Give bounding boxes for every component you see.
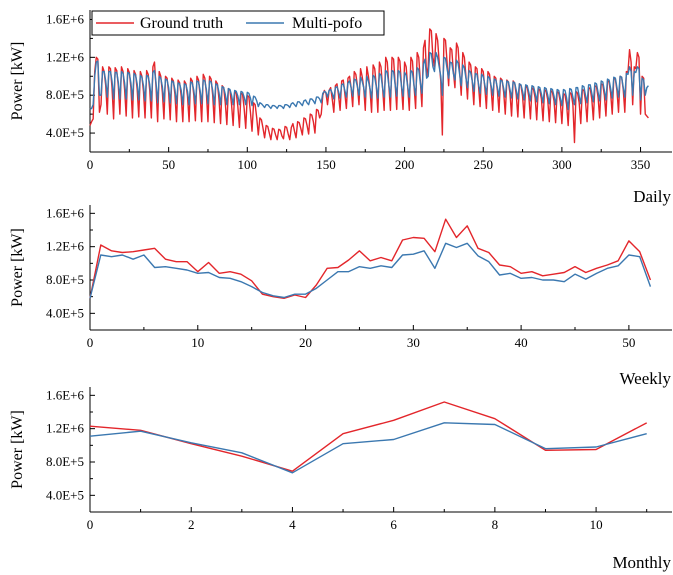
- y-tick-label: 1.6E+6: [46, 11, 85, 26]
- legend-box: [91, 10, 385, 36]
- y-tick-label: 4.0E+5: [46, 125, 84, 140]
- y-axis-label: Power [kW]: [9, 410, 26, 489]
- x-tick-label: 10: [191, 335, 204, 350]
- x-tick-label: 4: [289, 517, 296, 532]
- legend-label: Ground truth: [140, 15, 223, 32]
- x-tick-label: 8: [492, 517, 499, 532]
- x-tick-label: 200: [395, 157, 415, 172]
- x-tick-label: 20: [299, 335, 312, 350]
- legend-label: Multi-pofo: [292, 15, 362, 32]
- x-tick-label: 50: [162, 157, 175, 172]
- chart-panel-monthly: 4.0E+5 8.0E+5 1.2E+6 1.6E+6 0 2 4 6 8 10 Power [kW…: [9, 387, 672, 572]
- series-line-multi-pofo: [89, 51, 649, 111]
- x-tick-label: 6: [390, 517, 397, 532]
- chart-panels: 4.0E+58.0E+51.2E+61.6E+60 50 100 150 200 250 3…: [9, 10, 672, 572]
- x-tick-label: 10: [590, 517, 603, 532]
- x-tick-label: 250: [473, 157, 493, 172]
- y-tick-label: 8.0E+5: [46, 272, 84, 287]
- y-tick-label: 1.2E+6: [46, 49, 85, 64]
- x-tick-label: 350: [631, 157, 651, 172]
- y-tick-label: 1.6E+6: [46, 205, 85, 220]
- chart-panel-weekly: 4.0E+5 8.0E+5 1.2E+6 1.6E+6 0 10 20 30 40 50 Power…: [9, 205, 672, 388]
- x-tick-label: 150: [316, 157, 336, 172]
- x-tick-label: 300: [552, 157, 572, 172]
- x-tick-label: 40: [515, 335, 528, 350]
- x-tick-label: 50: [622, 335, 635, 350]
- y-tick-label: 8.0E+5: [46, 87, 84, 102]
- panel-title: Daily: [633, 187, 671, 206]
- x-tick-label: 30: [407, 335, 420, 350]
- legend: Ground truth Multi-pofo: [91, 10, 385, 36]
- y-tick-label: 1.6E+6: [46, 387, 85, 402]
- chart-panel-daily: 4.0E+5 8.0E+5 1.2E+6 1.6E+6 0 50 100 150 200 250 3…: [9, 10, 672, 206]
- panel-title: Monthly: [612, 553, 671, 572]
- y-tick-label: 4.0E+5: [46, 305, 84, 320]
- x-tick-label: 100: [238, 157, 258, 172]
- x-tick-label: 0: [87, 335, 94, 350]
- y-axis-label: Power [kW]: [9, 228, 26, 307]
- series-line-ground-truth: [89, 401, 648, 472]
- x-tick-label: 2: [188, 517, 195, 532]
- y-tick-label: 8.0E+5: [46, 454, 84, 469]
- panel-title: Weekly: [620, 369, 672, 388]
- y-tick-label: 1.2E+6: [46, 239, 85, 254]
- y-axis-label: Power [kW]: [9, 42, 26, 121]
- x-tick-label: 0: [87, 157, 94, 172]
- series-line-ground-truth: [89, 218, 652, 300]
- y-tick-label: 1.2E+6: [46, 421, 85, 436]
- series-line-multi-pofo: [89, 422, 647, 474]
- series-line-multi-pofo: [89, 242, 652, 299]
- y-tick-label: 4.0E+5: [46, 487, 84, 502]
- x-tick-label: 0: [87, 517, 94, 532]
